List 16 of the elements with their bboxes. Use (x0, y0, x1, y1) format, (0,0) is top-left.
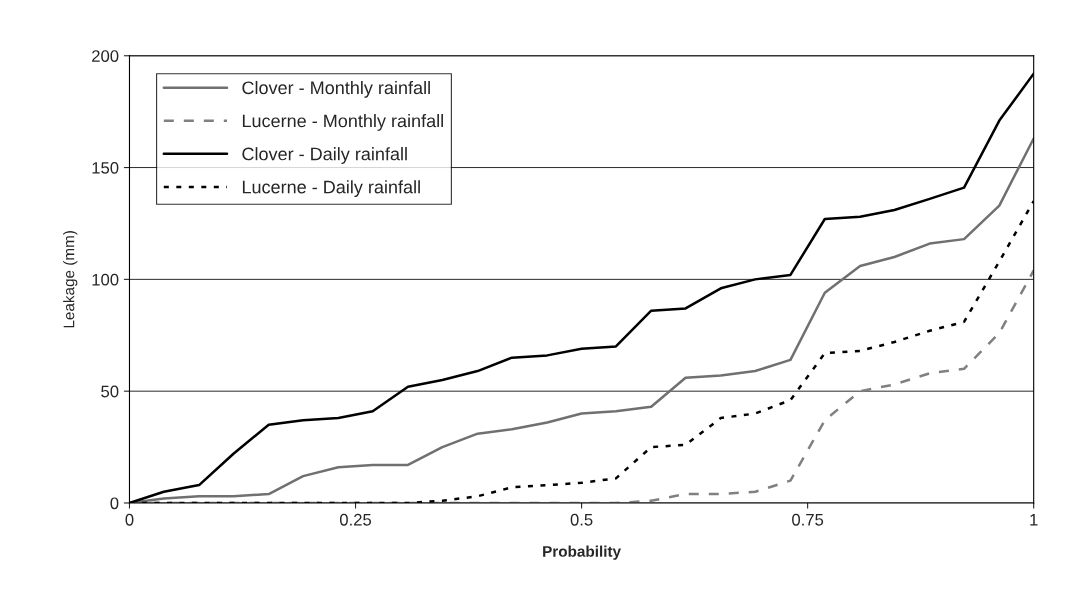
x-tick-label: 1 (1030, 514, 1038, 526)
x-tick-label: 0 (125, 513, 134, 526)
x-tick-label: 0.25 (339, 513, 372, 526)
legend-label: Clover - Monthly rainfall (242, 80, 430, 98)
legend-label: Lucerne - Monthly rainfall (242, 114, 443, 131)
legend-label: Clover - Daily rainfall (242, 147, 407, 164)
x-tick-label: 0.5 (570, 513, 593, 526)
y-tick-label: 150 (92, 161, 119, 174)
y-tick-label: 100 (92, 273, 119, 286)
y-tick-label: 50 (101, 385, 119, 398)
y-tick-label: 0 (110, 497, 119, 510)
x-tick-label: 0.75 (792, 513, 824, 526)
y-axis-title: Leakage (mm) (63, 231, 78, 328)
x-axis-title: Probability (543, 545, 621, 560)
y-tick-label: 200 (92, 50, 119, 62)
legend-label: Lucerne - Daily rainfall (242, 180, 420, 198)
